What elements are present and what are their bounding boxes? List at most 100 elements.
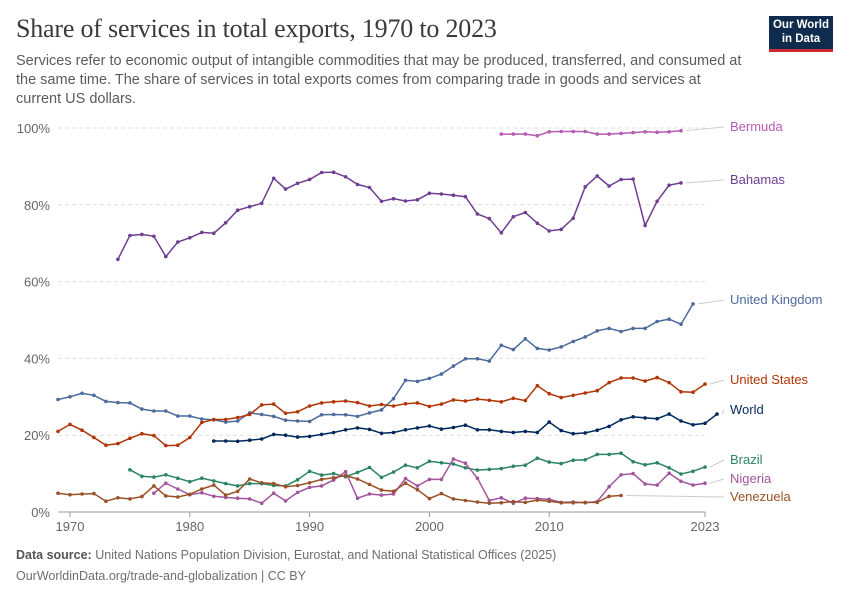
data-point-united-states (571, 393, 575, 398)
y-tick-label: 40% (24, 351, 50, 366)
data-point-venezuela (223, 493, 228, 497)
data-point-bermuda (667, 130, 671, 134)
data-point-bahamas (511, 214, 516, 219)
data-point-united-kingdom (116, 400, 120, 405)
data-point-bahamas (559, 227, 563, 232)
data-point-world (307, 434, 312, 439)
y-tick-label: 0% (31, 505, 50, 520)
data-point-nigeria (271, 491, 276, 496)
label-connector-united-states (709, 379, 725, 385)
data-point-brazil (212, 479, 216, 483)
data-point-united-states (259, 403, 264, 407)
data-point-brazil (463, 466, 468, 470)
data-point-world (343, 428, 348, 432)
data-point-bermuda (511, 132, 516, 136)
data-point-bahamas (343, 175, 348, 179)
data-point-bahamas (247, 204, 252, 209)
data-point-nigeria (319, 484, 324, 488)
data-point-nigeria (295, 490, 300, 495)
data-point-united-kingdom (427, 376, 432, 381)
data-point-brazil (152, 475, 156, 479)
data-point-united-states (355, 400, 360, 405)
data-point-bermuda (631, 130, 635, 135)
data-point-bahamas (319, 170, 324, 175)
data-point-united-states (487, 398, 492, 403)
data-point-world (715, 412, 719, 416)
data-point-brazil (247, 481, 252, 486)
x-tick-label: 2000 (415, 519, 444, 534)
data-point-brazil (128, 468, 132, 472)
data-point-bahamas (379, 199, 384, 204)
data-point-bermuda (679, 128, 683, 133)
data-point-world (271, 432, 276, 437)
data-point-nigeria (212, 494, 216, 499)
data-point-world (403, 428, 408, 432)
data-point-nigeria (415, 484, 420, 488)
series-label-venezuela: Venezuela (730, 489, 791, 504)
data-point-brazil (643, 463, 647, 467)
data-point-venezuela (68, 492, 72, 497)
data-point-venezuela (559, 501, 563, 505)
data-point-bahamas (427, 191, 432, 196)
data-point-bahamas (643, 223, 647, 228)
label-connector-world (721, 409, 725, 415)
data-point-united-kingdom (259, 412, 264, 417)
data-point-bermuda (643, 130, 647, 134)
data-point-united-states (523, 398, 528, 403)
data-point-world (295, 435, 300, 439)
data-point-united-states (499, 400, 504, 404)
data-point-world (631, 415, 635, 419)
data-point-united-states (56, 429, 60, 434)
data-point-bahamas (403, 199, 408, 203)
data-point-nigeria (523, 496, 528, 501)
data-point-venezuela (128, 497, 132, 501)
data-point-nigeria (619, 473, 623, 477)
data-point-bahamas (212, 231, 216, 235)
data-point-brazil (703, 465, 707, 469)
data-point-united-kingdom (271, 414, 276, 419)
source-url[interactable]: OurWorldinData.org/trade-and-globalizati… (16, 569, 306, 583)
data-point-united-states (247, 412, 252, 417)
data-point-united-states (703, 382, 707, 386)
data-point-venezuela (511, 499, 516, 504)
data-point-venezuela (391, 489, 396, 494)
data-point-world (319, 432, 324, 437)
data-point-united-kingdom (104, 399, 108, 404)
data-point-bermuda (583, 129, 587, 134)
data-point-world (223, 439, 228, 443)
series-line-world (213, 413, 718, 443)
data-point-united-states (535, 383, 540, 388)
data-point-brazil (427, 459, 432, 464)
data-point-nigeria (667, 471, 671, 476)
data-point-brazil (331, 471, 336, 476)
data-point-nigeria (679, 479, 683, 484)
data-point-united-states (391, 404, 396, 408)
data-point-nigeria (631, 471, 635, 476)
series-label-united-states: United States (730, 372, 809, 387)
data-point-venezuela (619, 493, 623, 498)
data-point-venezuela (295, 483, 300, 488)
data-point-united-states (631, 376, 635, 380)
data-point-brazil (559, 461, 563, 466)
data-point-world (523, 429, 528, 434)
data-point-bahamas (619, 177, 623, 182)
data-point-bermuda (523, 132, 528, 136)
x-tick-label: 2010 (535, 519, 564, 534)
data-point-bahamas (355, 182, 360, 187)
series-line-venezuela (57, 474, 622, 504)
data-point-brazil (319, 473, 324, 477)
data-point-venezuela (343, 473, 348, 478)
data-point-brazil (691, 469, 695, 474)
data-point-united-kingdom (164, 409, 168, 413)
data-point-brazil (307, 469, 312, 474)
data-point-bahamas (463, 194, 468, 199)
data-point-united-kingdom (643, 326, 647, 331)
data-point-world (595, 428, 599, 433)
data-point-venezuela (487, 501, 492, 506)
data-point-venezuela (583, 500, 587, 505)
data-point-nigeria (152, 491, 156, 496)
data-point-united-states (691, 390, 695, 395)
owid-logo[interactable]: Our World in Data (769, 16, 833, 52)
data-point-bermuda (619, 131, 623, 136)
data-point-venezuela (164, 494, 168, 498)
